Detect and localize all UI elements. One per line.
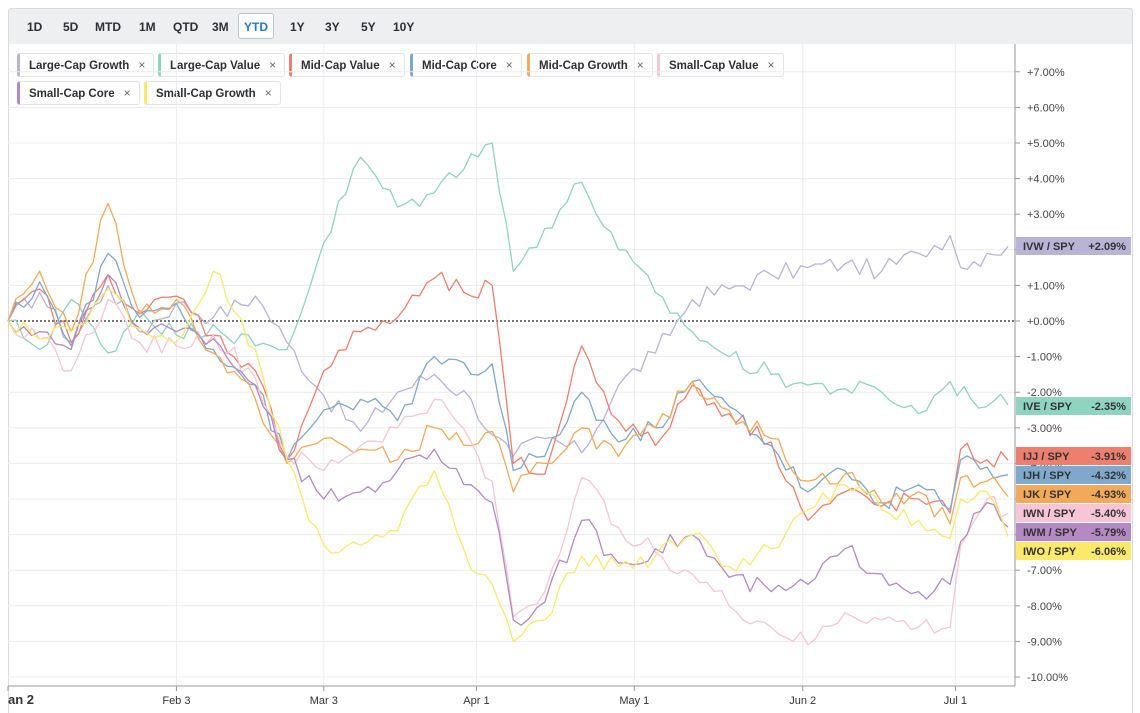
series-end-label-box: [1016, 504, 1131, 522]
series-chip: Small-Cap Growth ×: [144, 81, 281, 105]
y-tick-label: +1.00%: [1027, 280, 1065, 292]
series-end-value: -4.32%: [1091, 470, 1126, 482]
series-line: [7, 298, 1009, 646]
remove-series-close-icon[interactable]: ×: [767, 58, 775, 72]
series-end-ticker: IWN / SPY: [1023, 508, 1076, 520]
series-line: [7, 271, 1009, 522]
series-chip: Small-Cap Core ×: [17, 81, 140, 105]
timeframe-ytd-button[interactable]: YTD: [238, 13, 274, 39]
series-end-value: -4.93%: [1091, 489, 1126, 501]
y-tick-label: -3.00%: [1027, 423, 1062, 435]
series-line: [7, 142, 1009, 415]
x-tick-label: Apr 1: [463, 695, 489, 707]
series-chip-label: Small-Cap Core: [29, 88, 115, 100]
y-tick-label: +4.00%: [1027, 174, 1065, 186]
chart-frame: [8, 44, 1133, 713]
x-tick-label: Mar 3: [310, 695, 338, 707]
series-end-value: -5.79%: [1091, 527, 1126, 539]
series-chip-label: Mid-Cap Core: [422, 60, 497, 72]
series-chip-label: Large-Cap Value: [170, 60, 261, 72]
y-tick-label: -8.00%: [1027, 601, 1062, 613]
timeframe-5y-button[interactable]: 5Y: [355, 13, 382, 39]
series-chip: Large-Cap Value ×: [158, 53, 286, 77]
timeframe-3y-button[interactable]: 3Y: [319, 13, 346, 39]
timeframe-qtd-button[interactable]: QTD: [167, 13, 204, 39]
remove-series-close-icon[interactable]: ×: [636, 58, 644, 72]
series-chip: Mid-Cap Growth ×: [527, 53, 653, 77]
y-tick-label: +6.00%: [1027, 102, 1065, 114]
series-end-ticker: IJJ / SPY: [1023, 451, 1070, 463]
x-tick-label: Jun 2: [789, 695, 816, 707]
y-tick-label: +3.00%: [1027, 209, 1065, 221]
x-tick-label: May 1: [619, 695, 649, 707]
series-chip: Mid-Cap Value ×: [289, 53, 405, 77]
series-line: [7, 234, 1009, 457]
y-tick-label: -2.00%: [1027, 387, 1062, 399]
y-tick-label: -9.00%: [1027, 636, 1062, 648]
timeframe-5d-button[interactable]: 5D: [57, 13, 84, 39]
timeframe-1y-button[interactable]: 1Y: [284, 13, 311, 39]
timeframe-1m-button[interactable]: 1M: [133, 13, 162, 39]
series-line: [7, 270, 1009, 643]
series-chip: Mid-Cap Core ×: [410, 53, 522, 77]
series-line: [7, 274, 1009, 626]
remove-series-close-icon[interactable]: ×: [269, 58, 277, 72]
series-end-ticker: IWO / SPY: [1023, 546, 1077, 558]
remove-series-close-icon[interactable]: ×: [505, 58, 513, 72]
series-end-label-box: [1016, 542, 1131, 560]
series-chip-label: Mid-Cap Growth: [539, 60, 628, 72]
series-end-value: +2.09%: [1088, 241, 1126, 253]
remove-series-close-icon[interactable]: ×: [123, 86, 131, 100]
series-end-value: -6.06%: [1091, 546, 1126, 558]
x-tick-label: Feb 3: [162, 695, 190, 707]
y-tick-label: -10.00%: [1027, 672, 1068, 684]
series-end-value: -2.35%: [1091, 401, 1126, 413]
series-end-label-box: [1016, 397, 1131, 415]
series-end-label-box: [1016, 523, 1131, 541]
series-chip-label: Mid-Cap Value: [301, 60, 380, 72]
series-end-ticker: IWM / SPY: [1023, 527, 1077, 539]
timeframe-toolbar: 1D 5D MTD 1M QTD 3M YTD 1Y 3Y 5Y 10Y: [8, 8, 1133, 44]
series-end-value: -3.91%: [1091, 451, 1126, 463]
timeframe-1d-button[interactable]: 1D: [21, 13, 48, 39]
series-end-label-box: [1016, 447, 1131, 465]
series-line: [7, 252, 1009, 511]
timeframe-mtd-button[interactable]: MTD: [89, 13, 127, 39]
timeframe-10y-button[interactable]: 10Y: [387, 13, 420, 39]
y-tick-label: -1.00%: [1027, 352, 1062, 364]
series-end-ticker: IVW / SPY: [1023, 241, 1076, 253]
x-tick-label: Jul 1: [944, 695, 967, 707]
series-end-ticker: IJK / SPY: [1023, 489, 1072, 501]
series-end-ticker: IJH / SPY: [1023, 470, 1072, 482]
series-end-ticker: IVE / SPY: [1023, 401, 1073, 413]
y-tick-label: +7.00%: [1027, 67, 1065, 79]
remove-series-close-icon[interactable]: ×: [264, 86, 272, 100]
series-chip-label: Small-Cap Growth: [156, 88, 256, 100]
series-chip: Large-Cap Growth ×: [17, 53, 155, 77]
series-chip-label: Large-Cap Growth: [29, 60, 130, 72]
series-chip-label: Small-Cap Value: [669, 60, 759, 72]
y-tick-label: -7.00%: [1027, 565, 1062, 577]
remove-series-close-icon[interactable]: ×: [138, 58, 146, 72]
y-tick-label: +5.00%: [1027, 138, 1065, 150]
timeframe-3m-button[interactable]: 3M: [206, 13, 235, 39]
series-end-label-box: [1016, 466, 1131, 484]
series-chip: Small-Cap Value ×: [657, 53, 784, 77]
series-line: [7, 202, 1009, 525]
series-end-label-box: [1016, 485, 1131, 503]
series-end-label-box: [1016, 237, 1131, 255]
x-tick-label: an 2: [8, 692, 34, 707]
remove-series-close-icon[interactable]: ×: [388, 58, 396, 72]
y-tick-label: +0.00%: [1027, 316, 1065, 328]
series-end-value: -5.40%: [1091, 508, 1126, 520]
